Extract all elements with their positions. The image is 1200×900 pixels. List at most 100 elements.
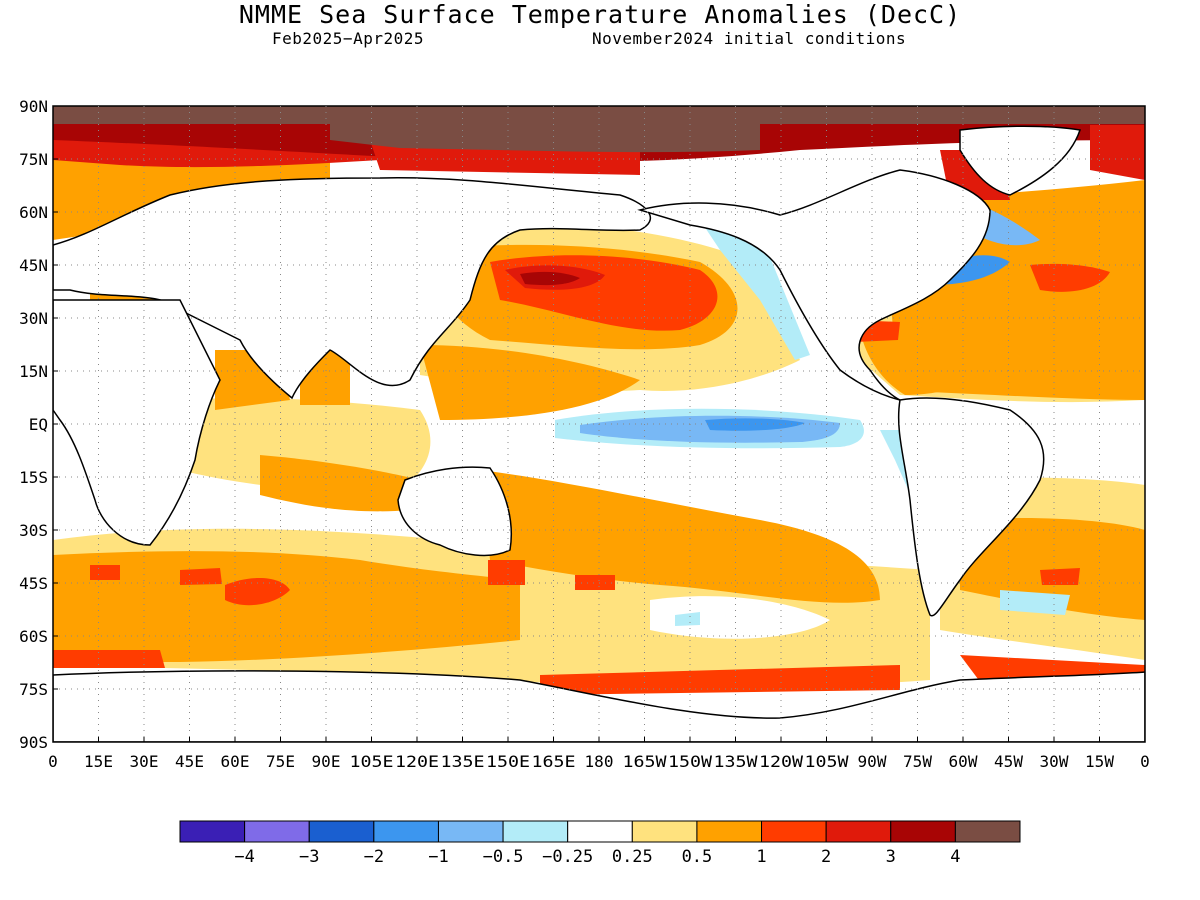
anomaly-patch-orange-indian	[260, 455, 420, 512]
colorbar-swatch	[631, 820, 698, 843]
anomaly-patch-red-s-atlantic	[1040, 568, 1080, 585]
lon-tick-label: 90W	[858, 752, 887, 771]
anomaly-band-orange-south	[53, 551, 520, 664]
colorbar-tick-label: −0.25	[542, 847, 593, 867]
lat-tick-label: 45N	[19, 256, 48, 275]
lon-tick-label: 165E	[532, 752, 576, 771]
lon-tick-label: 120E	[395, 752, 439, 771]
anomaly-band-brown-arctic	[53, 106, 1145, 124]
lat-tick-label: 30N	[19, 309, 48, 328]
colorbar-swatch	[373, 820, 439, 843]
colorbar-tick-label: 4	[950, 847, 960, 867]
lon-tick-label: 0	[48, 752, 58, 771]
anomaly-band-red-antarctic-1	[53, 650, 165, 668]
lat-tick-label: 60N	[19, 203, 48, 222]
land-eurasia	[53, 177, 652, 400]
colorbar-tick-label: 3	[886, 847, 896, 867]
lat-tick-label: 15N	[19, 362, 48, 381]
lon-tick-label: 135E	[441, 752, 485, 771]
lon-tick-label: 180	[585, 752, 614, 771]
graticule	[53, 106, 1145, 742]
lon-tick-label: 0	[1140, 752, 1150, 771]
anomaly-patch-blue-equatorial	[705, 418, 805, 431]
lat-tick-label: 45S	[19, 574, 48, 593]
colorbar-tick-label: 2	[821, 847, 831, 867]
latitude-axis: 90N 75N 60N 45N 30N 15N EQ 15S 30S 45S 60S 75S 90S	[19, 97, 58, 752]
anomaly-patch-orange-w-pacific	[420, 345, 640, 420]
anomaly-patch-orange-caribbean	[860, 325, 1000, 395]
lat-tick-label: 90N	[19, 97, 48, 116]
lon-tick-label: 120W	[759, 752, 803, 771]
anomaly-patch-red-s-indian-3	[225, 578, 290, 606]
lon-tick-label: 30W	[1040, 752, 1069, 771]
lat-tick-label: 60S	[19, 627, 48, 646]
lon-tick-label: 105W	[805, 752, 849, 771]
colorbar-swatch	[567, 820, 633, 843]
colorbar-swatch	[825, 820, 892, 843]
anomaly-patch-orange-s-pacific	[480, 470, 880, 603]
lon-tick-label: 15W	[1085, 752, 1114, 771]
lon-tick-label: 15E	[84, 752, 113, 771]
lat-tick-label: 30S	[19, 521, 48, 540]
lon-tick-label: 105E	[350, 752, 394, 771]
lon-tick-label: 75W	[903, 752, 932, 771]
anomaly-patch-cyan-s-atlantic	[1000, 590, 1070, 615]
initial-conditions: November2024 initial conditions	[592, 29, 907, 48]
lon-tick-label: 165W	[623, 752, 667, 771]
colorbar-swatch	[761, 820, 827, 843]
anomaly-band-red-barents	[1090, 125, 1145, 180]
colorbar-tick-label: 1	[756, 847, 766, 867]
lon-tick-label: 60W	[949, 752, 978, 771]
anomaly-patch-red-n-atlantic	[1030, 263, 1110, 292]
colorbar-tick-label: −3	[299, 847, 319, 867]
lat-tick-label: EQ	[29, 415, 48, 434]
colorbar-swatch	[696, 820, 763, 843]
map-title: NMME Sea Surface Temperature Anomalies (…	[238, 0, 962, 29]
land-africa	[53, 299, 221, 546]
colorbar-tick-label: −4	[234, 847, 254, 867]
forecast-period: Feb2025−Apr2025	[272, 29, 424, 48]
colorbar-swatch	[179, 820, 246, 843]
land-north-america	[637, 169, 991, 401]
lon-tick-label: 45W	[994, 752, 1023, 771]
anomaly-patch-red-s-indian-1	[90, 565, 120, 580]
lon-tick-label: 150E	[486, 752, 530, 771]
anomaly-patch-white-s-pacific	[650, 596, 830, 639]
lon-tick-label: 150W	[668, 752, 712, 771]
colorbar-tick-label: 0.5	[682, 847, 713, 867]
anomaly-patch-cyan-california	[700, 220, 810, 360]
land-south-america	[897, 397, 1045, 617]
lat-tick-label: 75S	[19, 680, 48, 699]
lon-tick-label: 75E	[266, 752, 295, 771]
anomaly-patch-red-nz	[575, 575, 615, 590]
colorbar: −4 −3 −2 −1 −0.5 −0.25 0.25 0.5 1 2 3 4	[179, 820, 1021, 867]
lon-tick-label: 45E	[175, 752, 204, 771]
anomaly-band-brown-arctic-tail	[330, 124, 760, 153]
anomaly-patch-red-s-indian-2	[180, 568, 222, 585]
lon-tick-label: 60E	[221, 752, 250, 771]
colorbar-swatch	[437, 820, 504, 843]
anomaly-patch-max-kuroshio	[520, 271, 580, 286]
anomaly-patch-yellow-indian	[180, 398, 431, 492]
colorbar-swatch	[308, 820, 375, 843]
colorbar-tick-label: −0.5	[483, 847, 524, 867]
lon-tick-label: 30E	[130, 752, 159, 771]
lon-tick-label: 135W	[714, 752, 758, 771]
colorbar-tick-label: −2	[364, 847, 384, 867]
colorbar-swatch	[890, 820, 956, 843]
colorbar-swatch	[502, 820, 569, 843]
longitude-axis: 0 15E 30E 45E 60E 75E 90E 105E 120E 135E 150E 165E 1…	[48, 737, 1150, 771]
lat-tick-label: 75N	[19, 150, 48, 169]
anomaly-band-red-antarctic-2	[540, 665, 900, 695]
anomaly-patch-cyan-s-pacific	[675, 612, 700, 626]
land-australia	[397, 466, 513, 557]
lat-tick-label: 90S	[19, 733, 48, 752]
land-greenland	[959, 125, 1081, 196]
colorbar-tick-label: 0.25	[612, 847, 653, 867]
lon-tick-label: 90E	[312, 752, 341, 771]
colorbar-swatch	[954, 820, 1021, 843]
colorbar-tick-label: −1	[428, 847, 448, 867]
lat-tick-label: 15S	[19, 468, 48, 487]
colorbar-swatch	[244, 820, 310, 843]
